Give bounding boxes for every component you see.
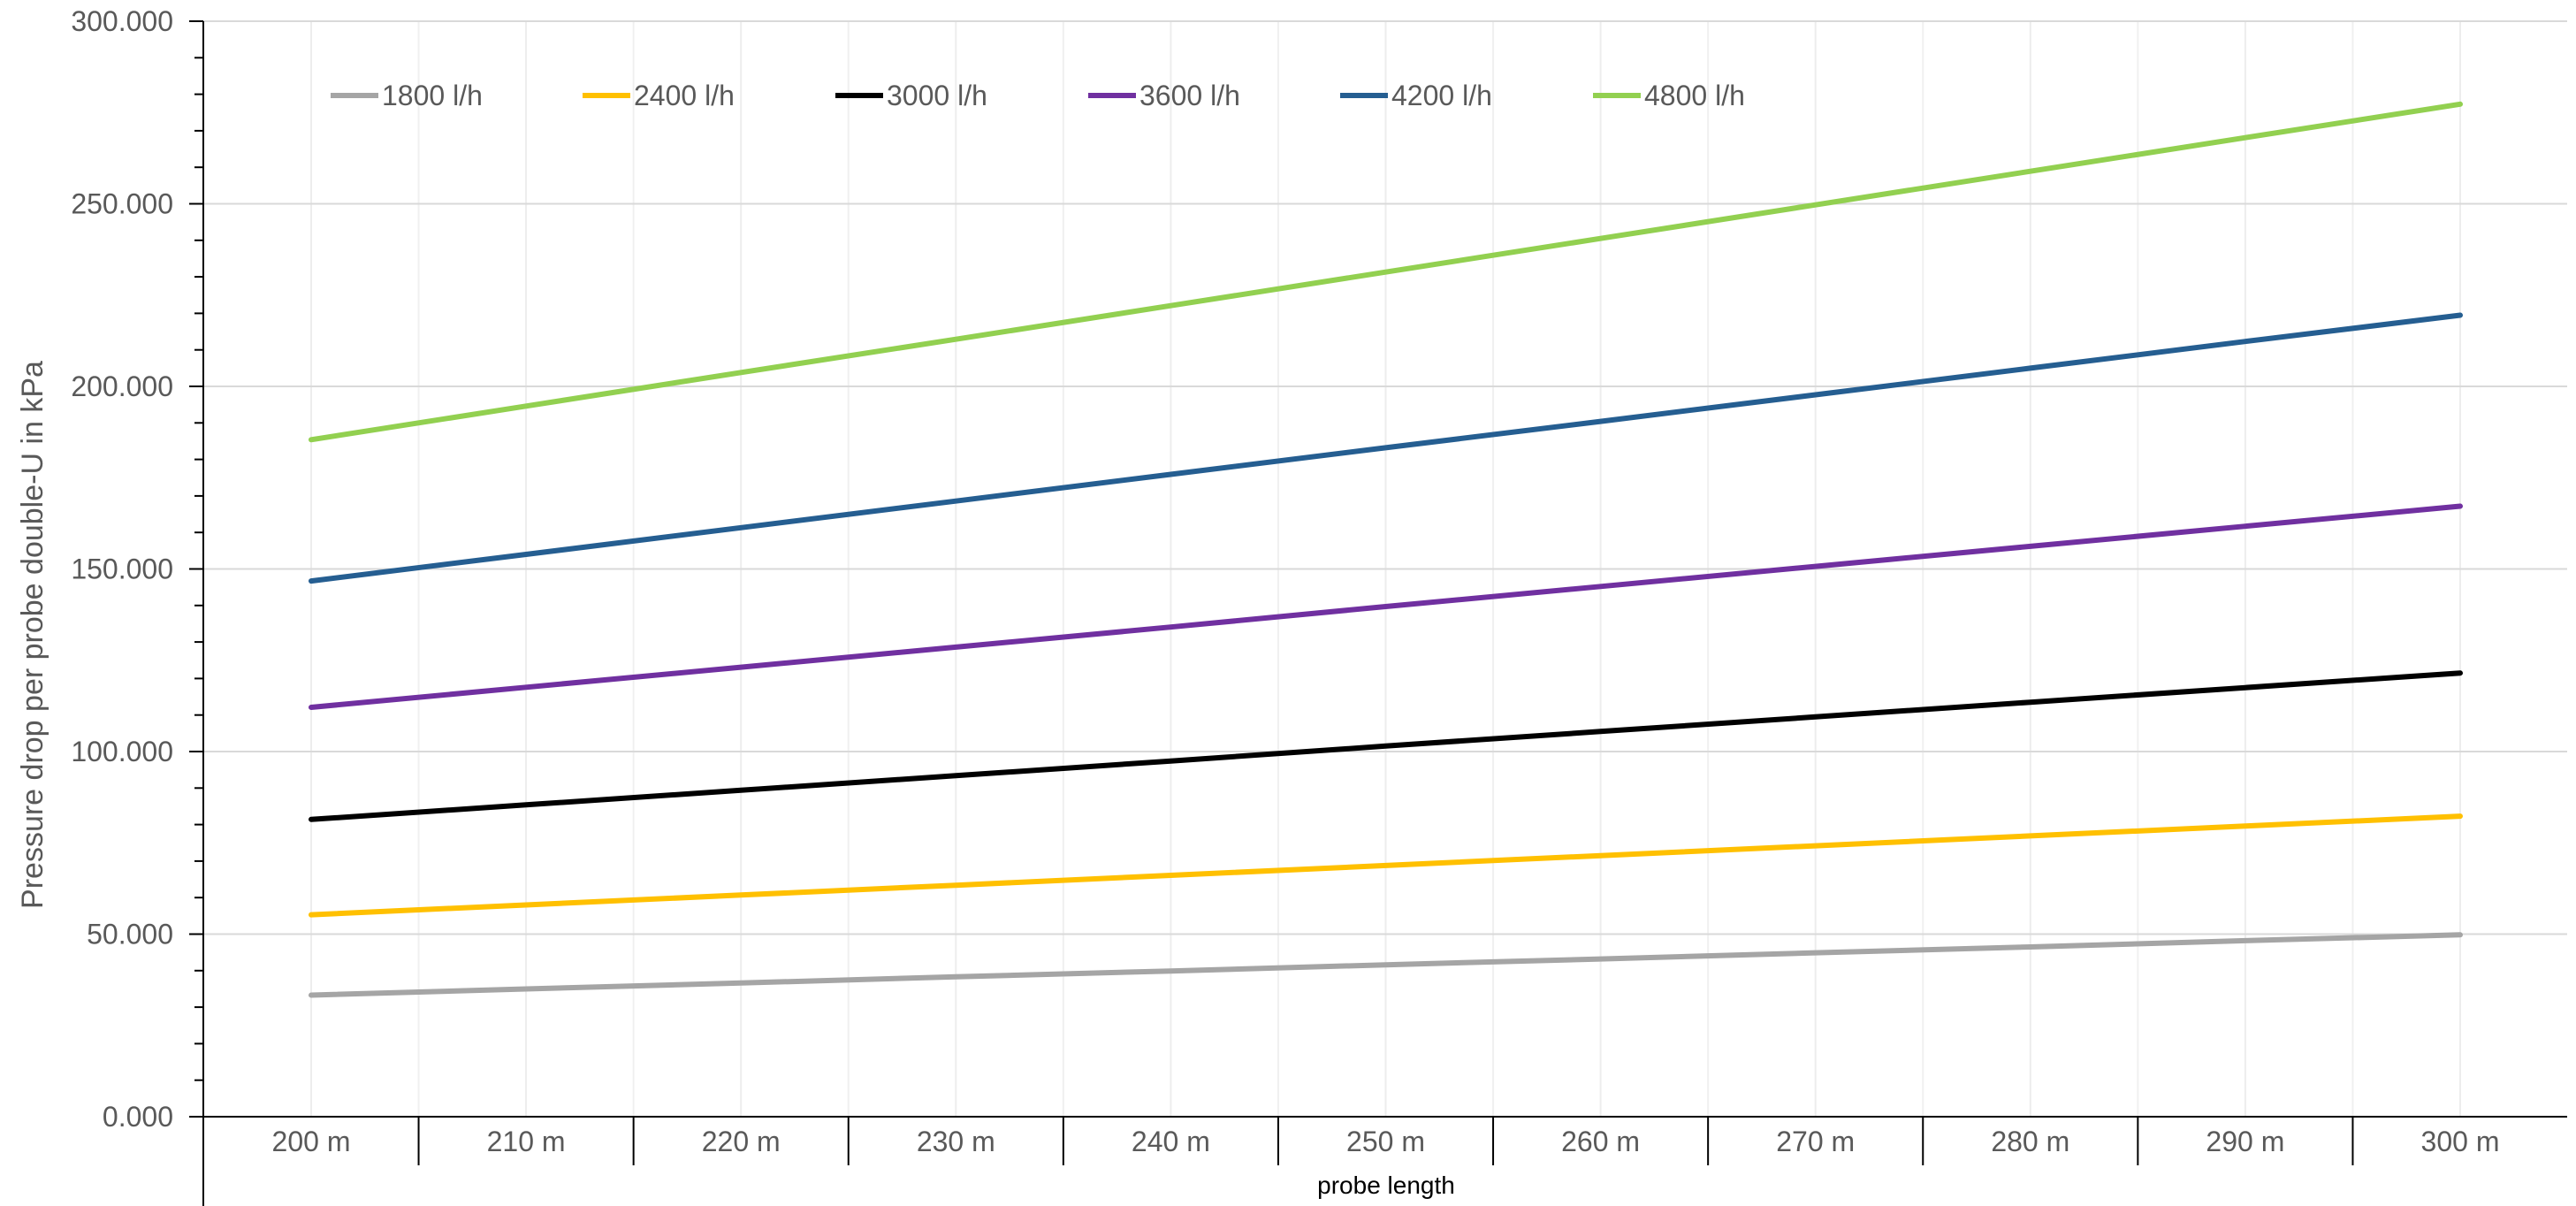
x-tick-label: 300 m: [2421, 1126, 2500, 1157]
legend-label: 2400 l/h: [634, 80, 735, 111]
legend-label: 3600 l/h: [1139, 80, 1240, 111]
x-tick-label: 270 m: [1776, 1126, 1855, 1157]
x-axis-title: probe length: [1317, 1172, 1455, 1199]
y-tick-label: 50.000: [87, 919, 173, 950]
y-tick-label: 150.000: [71, 553, 173, 585]
x-tick-label: 230 m: [917, 1126, 995, 1157]
legend-label: 1800 l/h: [382, 80, 483, 111]
y-tick-label: 0.000: [103, 1101, 173, 1133]
x-tick-label: 290 m: [2206, 1126, 2284, 1157]
legend-label: 4200 l/h: [1391, 80, 1492, 111]
x-tick-label: 280 m: [1991, 1126, 2069, 1157]
y-tick-label: 100.000: [71, 736, 173, 767]
legend: 1800 l/h 2400 l/h 3000 l/h 3600 l/h 4200 l/h…: [331, 80, 1745, 111]
series-line: [309, 932, 2463, 998]
y-tick-label: 250.000: [71, 188, 173, 220]
x-tick-label: 240 m: [1132, 1126, 1210, 1157]
x-tick-label: 220 m: [702, 1126, 781, 1157]
x-tick-label: 260 m: [1561, 1126, 1640, 1157]
x-tick-label: 210 m: [487, 1126, 566, 1157]
legend-label: 3000 l/h: [887, 80, 987, 111]
grid-layer: [203, 20, 2567, 1117]
legend-label: 4800 l/h: [1644, 80, 1745, 111]
y-tick-label: 200.000: [71, 370, 173, 402]
series-line: [309, 312, 2463, 584]
series-line: [309, 101, 2463, 443]
series-layer: [309, 101, 2463, 998]
series-line: [309, 503, 2463, 710]
y-axis-title: Pressure drop per probe double-U in kPa: [16, 361, 50, 909]
x-tick-label: 200 m: [272, 1126, 351, 1157]
y-tick-label: 300.000: [71, 5, 173, 37]
axes: 0.000 50.000 100.000 150.000 200.000 250.000 3…: [71, 5, 2567, 1206]
series-line: [309, 670, 2463, 822]
x-tick-label: 250 m: [1346, 1126, 1425, 1157]
series-line: [309, 813, 2463, 918]
